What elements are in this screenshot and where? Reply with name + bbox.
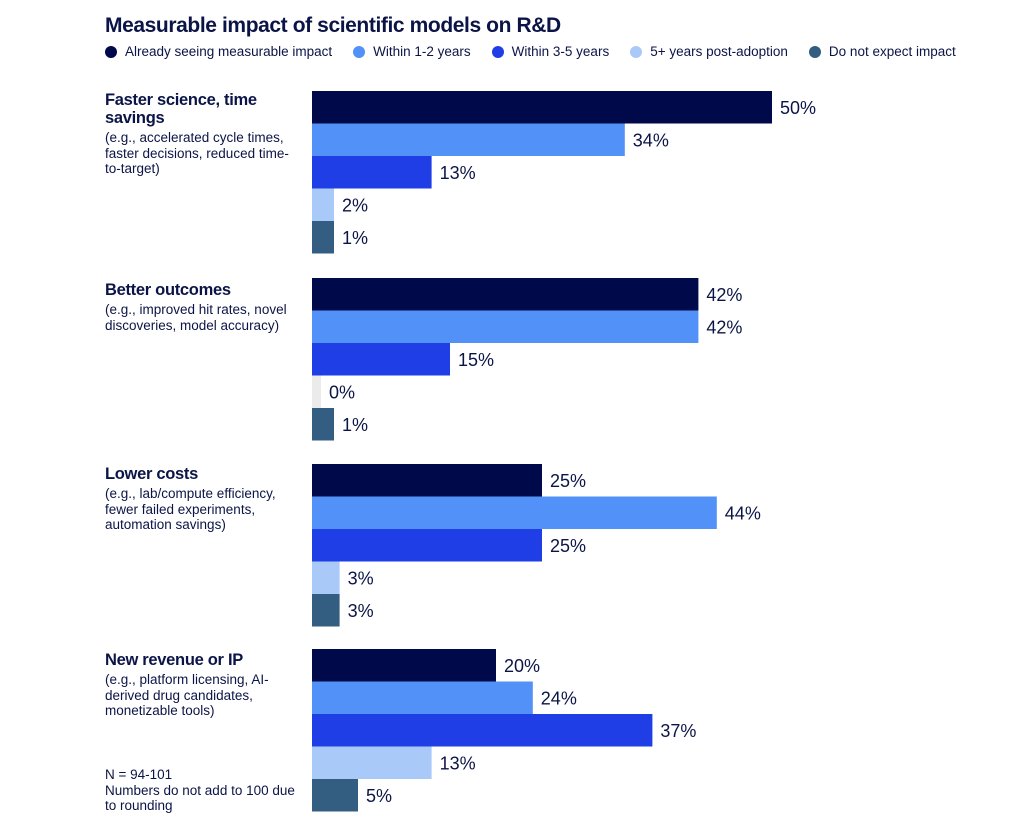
- category-description: (e.g., platform licensing, AI-derived dr…: [105, 672, 269, 718]
- bar-value-label: 24%: [541, 688, 577, 708]
- category-description: (e.g., improved hit rates, novel discove…: [105, 302, 287, 333]
- category-label-faster-science: Faster science, time savings (e.g., acce…: [105, 91, 295, 177]
- bar-value-label: 37%: [660, 721, 696, 741]
- bar-value-label: 42%: [706, 317, 742, 337]
- category-label-new-revenue: New revenue or IP (e.g., platform licens…: [105, 651, 295, 719]
- bar: [312, 343, 450, 376]
- bar-value-label: 0%: [329, 382, 355, 402]
- legend-item-1-2-years: Within 1-2 years: [353, 44, 471, 59]
- bar: [312, 221, 334, 254]
- bar-value-label: 1%: [342, 228, 368, 248]
- bar: [312, 408, 334, 441]
- bar: [312, 594, 340, 627]
- bar-value-label: 5%: [366, 786, 392, 806]
- category-label-better-outcomes: Better outcomes (e.g., improved hit rate…: [105, 281, 295, 333]
- category-description: (e.g., accelerated cycle times, faster d…: [105, 130, 289, 176]
- bar-value-label: 34%: [633, 130, 669, 150]
- bar-value-label: 20%: [504, 656, 540, 676]
- bar: [312, 561, 340, 594]
- legend-label: Within 1-2 years: [373, 44, 471, 59]
- bar: [312, 529, 542, 562]
- bar: [312, 464, 542, 497]
- bar-value-label: 1%: [342, 415, 368, 435]
- bar-value-label: 25%: [550, 471, 586, 491]
- bar-value-label: 2%: [342, 195, 368, 215]
- bar-value-label: 13%: [440, 753, 476, 773]
- bar: [312, 278, 699, 311]
- bar: [312, 310, 699, 343]
- legend-dot-icon: [808, 45, 821, 58]
- bar: [312, 91, 772, 124]
- category-title: Lower costs: [105, 465, 198, 483]
- bar-value-label: 3%: [348, 601, 374, 621]
- category-title: Faster science, time savings: [105, 91, 257, 127]
- bar-value-label: 13%: [440, 163, 476, 183]
- legend-label: Do not expect impact: [828, 44, 956, 59]
- legend: Already seeing measurable impact Within …: [105, 44, 977, 59]
- category-description: (e.g., lab/compute efficiency, fewer fai…: [105, 486, 276, 532]
- legend-dot-icon: [491, 45, 504, 58]
- bar: [312, 714, 653, 747]
- bar: [312, 123, 625, 156]
- category-title: Better outcomes: [105, 281, 231, 299]
- legend-item-5-plus-years: 5+ years post-adoption: [630, 44, 788, 59]
- bar-value-label: 25%: [550, 536, 586, 556]
- bar-value-label: 15%: [458, 350, 494, 370]
- category-title: New revenue or IP: [105, 651, 243, 669]
- legend-item-no-impact: Do not expect impact: [808, 44, 956, 59]
- legend-dot-icon: [630, 45, 643, 58]
- bar-value-label: 44%: [725, 503, 761, 523]
- bar: [312, 496, 717, 529]
- chart-title: Measurable impact of scientific models o…: [105, 14, 561, 37]
- legend-label: 5+ years post-adoption: [650, 44, 788, 59]
- bar: [312, 188, 334, 221]
- footnote: N = 94-101 Numbers do not add to 100 due…: [105, 767, 295, 814]
- legend-dot-icon: [105, 45, 117, 58]
- bar: [312, 746, 432, 779]
- legend-item-3-5-years: Within 3-5 years: [491, 44, 610, 59]
- category-label-lower-costs: Lower costs (e.g., lab/compute efficienc…: [105, 465, 295, 533]
- legend-dot-icon: [353, 45, 366, 58]
- bar-value-label: 42%: [706, 285, 742, 305]
- sample-size-note: N = 94-101: [105, 767, 173, 782]
- bar: [312, 649, 496, 682]
- bar: [312, 375, 321, 408]
- bar: [312, 156, 432, 189]
- bar: [312, 779, 358, 812]
- legend-item-already: Already seeing measurable impact: [105, 44, 332, 59]
- bar-value-label: 3%: [348, 568, 374, 588]
- bar: [312, 681, 533, 714]
- legend-label: Already seeing measurable impact: [125, 44, 333, 59]
- bar-value-label: 50%: [780, 98, 816, 118]
- legend-label: Within 3-5 years: [511, 44, 610, 59]
- rounding-note: Numbers do not add to 100 due to roundin…: [105, 782, 295, 814]
